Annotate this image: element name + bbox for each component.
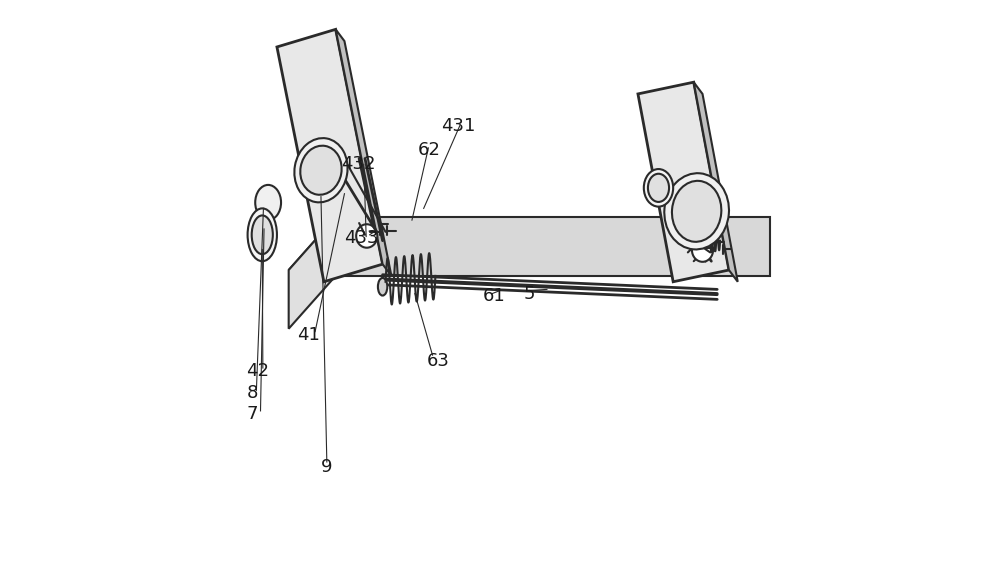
- Ellipse shape: [255, 185, 281, 220]
- Polygon shape: [638, 82, 729, 282]
- Polygon shape: [336, 29, 391, 276]
- Polygon shape: [694, 82, 738, 282]
- Text: 432: 432: [342, 156, 376, 173]
- Ellipse shape: [356, 224, 377, 248]
- Text: 7: 7: [246, 405, 258, 423]
- Text: 61: 61: [482, 288, 505, 305]
- Polygon shape: [336, 217, 770, 276]
- Polygon shape: [289, 217, 336, 329]
- Ellipse shape: [672, 181, 721, 242]
- Text: 63: 63: [427, 352, 450, 370]
- Polygon shape: [289, 217, 770, 270]
- Text: 41: 41: [297, 326, 320, 343]
- Ellipse shape: [248, 208, 277, 261]
- Text: 5: 5: [523, 285, 535, 302]
- Ellipse shape: [644, 169, 673, 207]
- Text: 431: 431: [441, 117, 476, 135]
- Ellipse shape: [648, 174, 669, 202]
- Ellipse shape: [664, 173, 729, 249]
- Text: 8: 8: [246, 384, 258, 402]
- Text: 9: 9: [321, 458, 332, 475]
- Text: 433: 433: [344, 229, 379, 247]
- Ellipse shape: [252, 215, 273, 254]
- Ellipse shape: [378, 278, 387, 296]
- Ellipse shape: [294, 138, 348, 203]
- Polygon shape: [277, 29, 383, 282]
- Text: 42: 42: [246, 362, 269, 380]
- Ellipse shape: [692, 238, 713, 262]
- Ellipse shape: [300, 146, 342, 195]
- Text: 62: 62: [418, 141, 441, 158]
